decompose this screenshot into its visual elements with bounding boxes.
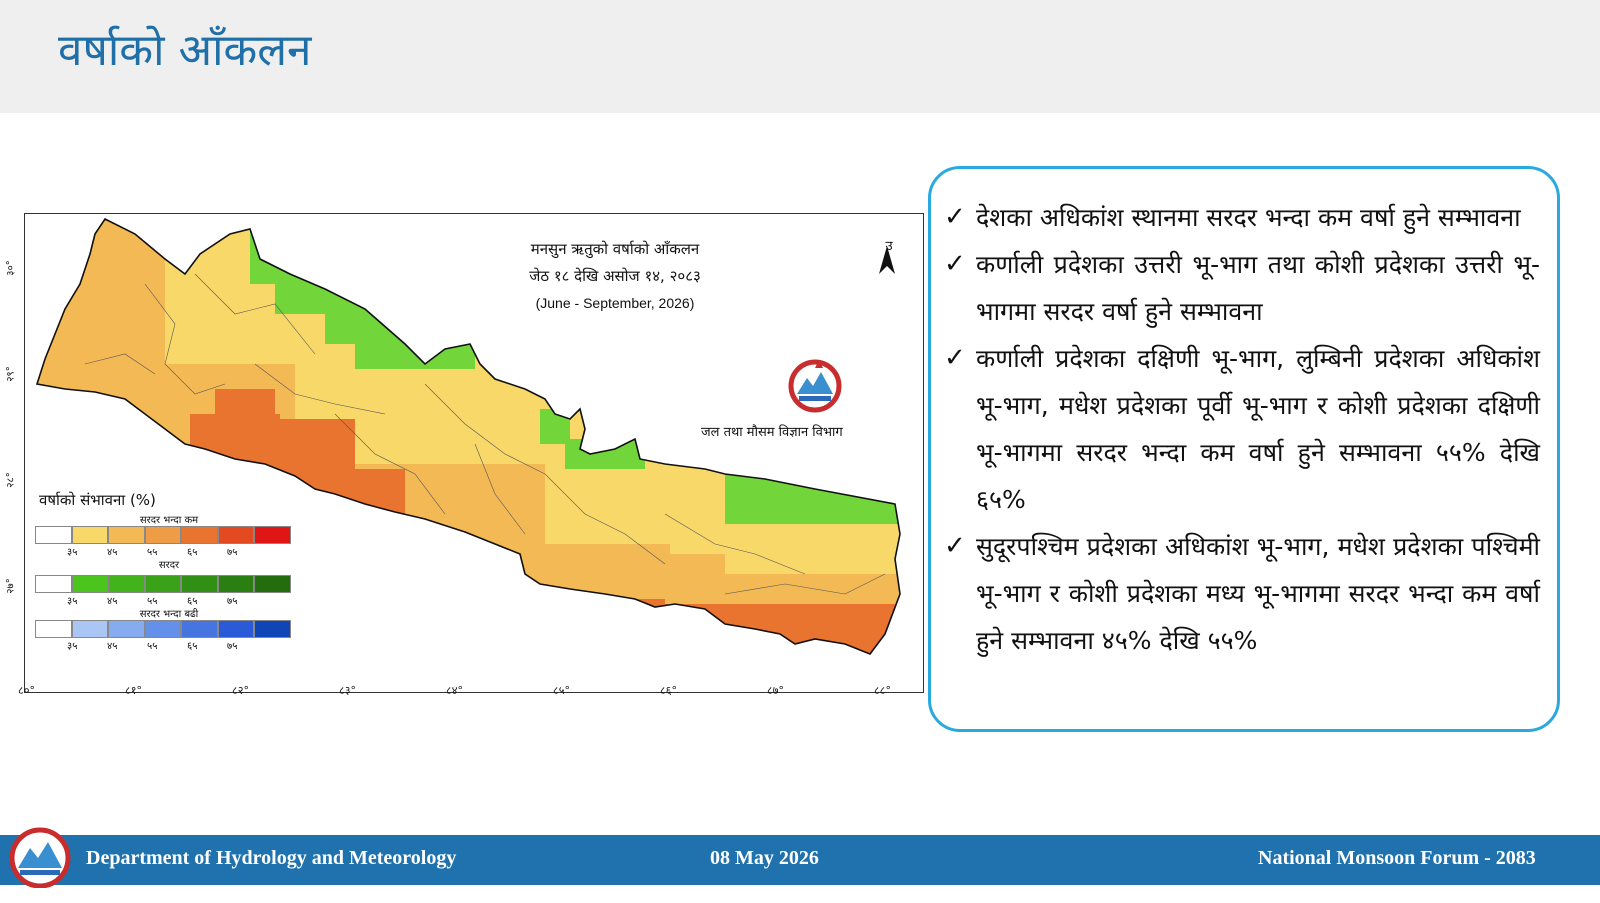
check-icon: ✓	[944, 531, 966, 561]
summary-box	[928, 166, 1560, 732]
slide-title: वर्षाको आँकलन	[58, 25, 312, 76]
longitude-label: ८४°	[446, 684, 463, 697]
legend-swatch	[254, 526, 292, 544]
longitude-label: ८६°	[660, 684, 677, 697]
bullet-text: कर्णाली प्रदेशका उत्तरी भू-भाग तथा कोशी …	[976, 250, 1540, 326]
latitude-label: ३०°	[5, 260, 17, 276]
legend-swatch	[254, 620, 292, 638]
legend-swatch	[71, 575, 109, 593]
legend-tick-label: ४५	[107, 547, 118, 558]
header-bar: वर्षाको आँकलन	[0, 0, 1600, 113]
latitude-label: २९°	[5, 366, 17, 382]
latitude-label: २८°	[5, 472, 17, 488]
legend-tick-label: ४५	[107, 596, 118, 607]
legend-normal-label: सरदर	[158, 560, 180, 571]
legend-swatch	[108, 575, 145, 593]
legend-swatch	[217, 620, 255, 638]
legend-above-normal-label: सरदर भन्दा बढी	[139, 609, 199, 620]
bullet-text: कर्णाली प्रदेशका दक्षिणी भू-भाग, लुम्बिन…	[976, 344, 1540, 514]
legend-tick-label: ३५	[67, 596, 78, 607]
check-icon: ✓	[944, 202, 966, 232]
legend-swatch	[35, 575, 72, 593]
map-title: मनसुन ऋतुको वर्षाको आँकलन जेठ १८ देखि अस…	[495, 236, 735, 317]
longitude-label: ८७°	[767, 684, 784, 697]
legend-above-normal-ticks: ३५ ४५ ५५ ६५ ७५	[31, 638, 291, 652]
legend-normal-ticks: ३५ ४५ ५५ ६५ ७५	[31, 593, 291, 607]
legend-tick-label: ३५	[67, 641, 78, 652]
legend-tick-label: ४५	[107, 641, 118, 652]
longitude-label: ८३°	[339, 684, 356, 697]
legend-swatch	[71, 620, 109, 638]
bullet-item: ✓ कर्णाली प्रदेशका उत्तरी भू-भाग तथा कोश…	[944, 241, 1540, 335]
legend-swatch	[181, 575, 218, 593]
map-title-line2: जेठ १८ देखि असोज १४, २०८३	[529, 267, 701, 285]
footer-bar: Department of Hydrology and Meteorology …	[0, 835, 1600, 885]
legend-swatch	[144, 620, 182, 638]
legend-swatch	[108, 620, 145, 638]
legend-tick-label: ५५	[147, 596, 158, 607]
legend-swatch	[217, 575, 255, 593]
legend-tick-label: ६५	[187, 641, 198, 652]
latitude-label: २७°	[5, 578, 17, 594]
legend-swatch	[35, 620, 72, 638]
legend-below-normal-ticks: ३५ ४५ ५५ ६५ ७५	[31, 544, 291, 558]
legend-tick-label: ३५	[67, 547, 78, 558]
map-title-line3: (June - September, 2026)	[535, 295, 695, 311]
footer-department: Department of Hydrology and Meteorology	[86, 847, 457, 869]
legend-normal-swatches	[35, 575, 292, 593]
dhm-emblem-icon	[788, 359, 842, 413]
bullet-item: ✓ देशका अधिकांश स्थानमा सरदर भन्दा कम वर…	[944, 194, 1540, 241]
map-frame: मनसुन ऋतुको वर्षाको आँकलन जेठ १८ देखि अस…	[24, 213, 924, 693]
legend-swatch	[35, 526, 72, 544]
longitude-label: ८१°	[125, 684, 142, 697]
legend-swatch	[254, 575, 292, 593]
nepal-outline	[35, 217, 901, 655]
legend-swatch	[71, 526, 109, 544]
north-arrow-icon	[879, 246, 895, 274]
bullet-text: सुदूरपश्चिम प्रदेशका अधिकांश भू-भाग, मधे…	[976, 532, 1540, 655]
footer-date: 08 May 2026	[710, 847, 819, 869]
longitude-label: ८२°	[232, 684, 249, 697]
nepal-map-svg	[35, 217, 901, 655]
legend-tick-label: ६५	[187, 596, 198, 607]
legend-swatch	[144, 526, 182, 544]
footer-event: National Monsoon Forum - 2083	[1258, 847, 1536, 869]
map-legend: वर्षाको संभावना (%) सरदर भन्दा कम ३५ ४५ ५५…	[31, 490, 292, 652]
legend-below-normal-swatches	[35, 526, 292, 544]
bullet-item: ✓ सुदूरपश्चिम प्रदेशका अधिकांश भू-भाग, म…	[944, 523, 1540, 664]
north-label: उ	[885, 239, 893, 254]
legend-swatch	[108, 526, 145, 544]
rainfall-outlook-map: मनसुन ऋतुको वर्षाको आँकलन जेठ १८ देखि अस…	[0, 205, 925, 725]
legend-swatch	[217, 526, 255, 544]
legend-tick-label: ७५	[227, 641, 238, 652]
longitude-label: ८८°	[874, 684, 891, 697]
legend-tick-label: ५५	[147, 641, 158, 652]
legend-swatch	[181, 526, 218, 544]
legend-tick-label: ६५	[187, 547, 198, 558]
footer-emblem-icon	[9, 827, 71, 888]
legend-below-normal-label: सरदर भन्दा कम	[139, 515, 199, 526]
legend-tick-label: ५५	[147, 547, 158, 558]
legend-tick-label: ७५	[227, 547, 238, 558]
bullet-text: देशका अधिकांश स्थानमा सरदर भन्दा कम वर्ष…	[976, 203, 1521, 232]
longitude-label: ८०°	[18, 684, 35, 697]
agency-label: जल तथा मौसम विज्ञान विभाग	[701, 425, 843, 440]
legend-tick-label: ७५	[227, 596, 238, 607]
check-icon: ✓	[944, 249, 966, 279]
legend-swatch	[144, 575, 182, 593]
summary-bullets: ✓ देशका अधिकांश स्थानमा सरदर भन्दा कम वर…	[944, 194, 1540, 664]
legend-swatch	[181, 620, 218, 638]
legend-above-normal-swatches	[35, 620, 292, 638]
check-icon: ✓	[944, 343, 966, 373]
bullet-item: ✓ कर्णाली प्रदेशका दक्षिणी भू-भाग, लुम्ब…	[944, 335, 1540, 523]
longitude-label: ८५°	[553, 684, 570, 697]
map-title-line1: मनसुन ऋतुको वर्षाको आँकलन	[530, 240, 700, 258]
legend-title: वर्षाको संभावना (%)	[39, 491, 156, 509]
